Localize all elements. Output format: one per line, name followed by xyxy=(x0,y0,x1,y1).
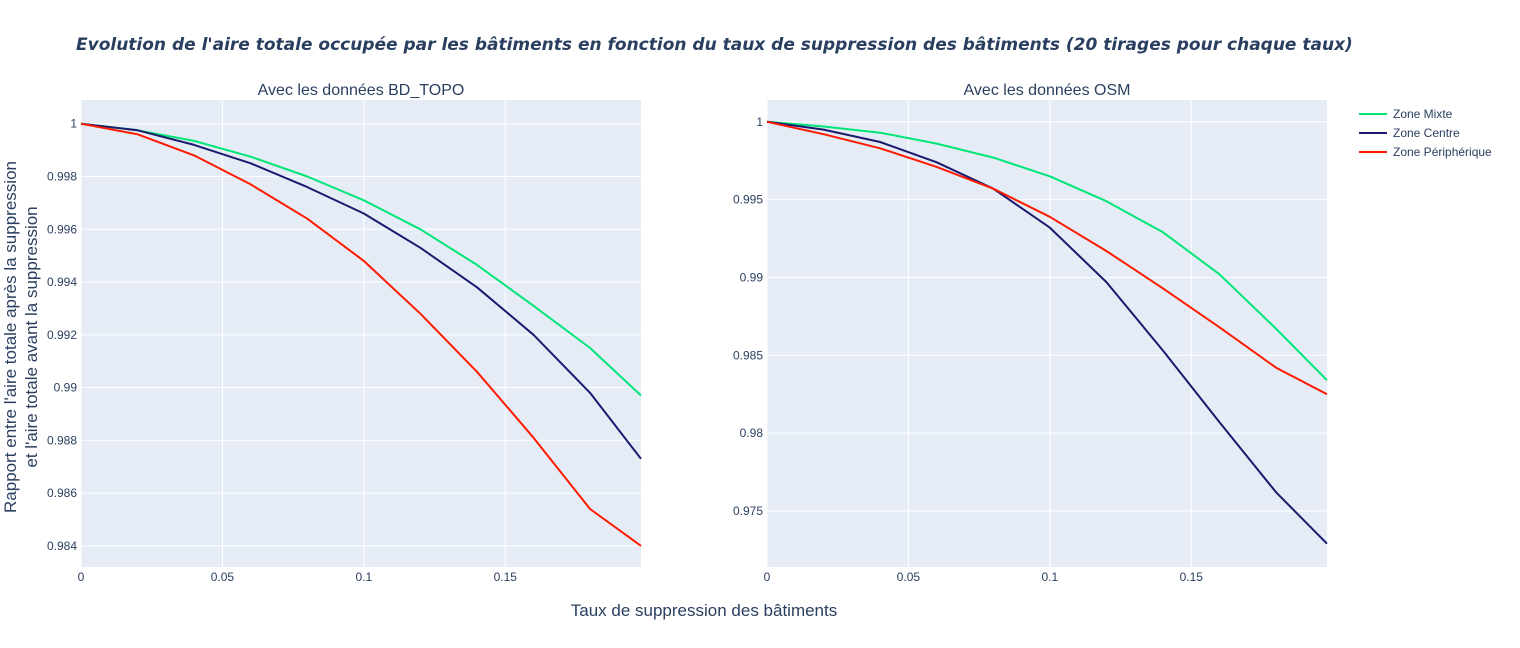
y-tick-label-osm: 0.975 xyxy=(733,504,763,518)
y-tick-label-bd-topo: 0.996 xyxy=(47,222,77,236)
y-tick-label-osm: 0.995 xyxy=(733,193,763,207)
tick-labels-bd-topo: 0 0.05 0.1 0.15 0.984 0.986 0.988 0.99 0.992 0.99… xyxy=(47,117,517,584)
subplot-title-bd-topo: Avec les données BD_TOPO xyxy=(258,82,465,99)
y-tick-label-bd-topo: 0.994 xyxy=(47,275,77,289)
tick-labels-osm: 0 0.05 0.1 0.15 0.975 0.98 0.985 0.99 0.995 1 xyxy=(733,115,1203,584)
y-tick-label-osm: 0.98 xyxy=(740,426,764,440)
y-tick-label-bd-topo: 0.99 xyxy=(54,381,78,395)
x-tick-label-osm: 0.05 xyxy=(897,570,921,584)
x-axis-title: Taux de suppression des bâtiments xyxy=(571,601,838,620)
figure-title: Evolution de l'aire totale occupée par l… xyxy=(76,35,1353,55)
series-line-zone-mixte-bd-topo xyxy=(80,122,642,397)
legend-label-zone-centre: Zone Centre xyxy=(1393,126,1460,140)
y-tick-label-bd-topo: 0.984 xyxy=(47,539,77,553)
x-tick-label-osm: 0 xyxy=(764,570,771,584)
y-tick-label-bd-topo: 0.986 xyxy=(47,486,77,500)
y-tick-label-bd-topo: 0.998 xyxy=(47,170,77,184)
x-tick-label-bd-topo: 0.05 xyxy=(211,570,235,584)
x-tick-label-osm: 0.15 xyxy=(1180,570,1204,584)
y-tick-label-osm: 1 xyxy=(756,115,763,129)
y-tick-label-bd-topo: 0.988 xyxy=(47,433,77,447)
x-tick-label-osm: 0.1 xyxy=(1041,570,1058,584)
plot-area-osm xyxy=(767,100,1327,567)
y-tick-label-osm: 0.99 xyxy=(740,270,764,284)
series-lines-bd-topo xyxy=(80,122,642,547)
series-line-zone-mixte-osm xyxy=(766,120,1328,381)
plot-area-bd-topo xyxy=(81,100,641,567)
legend-label-zone-mixte: Zone Mixte xyxy=(1393,107,1453,121)
subplot-title-osm: Avec les données OSM xyxy=(964,82,1131,99)
x-tick-label-bd-topo: 0.1 xyxy=(355,570,372,584)
gridlines-osm xyxy=(766,100,1327,567)
legend: Zone Mixte Zone Centre Zone Périphérique xyxy=(1359,107,1492,159)
y-tick-label-bd-topo: 1 xyxy=(70,117,77,131)
subplot-bd-topo: 0 0.05 0.1 0.15 0.984 0.986 0.988 0.99 0.992 0.99… xyxy=(47,82,642,584)
series-lines-osm xyxy=(766,120,1328,545)
gridlines-bd-topo xyxy=(80,100,641,567)
series-line-zone-centre-osm xyxy=(766,120,1328,545)
legend-label-zone-peripherique: Zone Périphérique xyxy=(1393,145,1492,159)
y-axis-title-line1: Rapport entre l'aire totale après la sup… xyxy=(1,161,20,513)
x-tick-label-bd-topo: 0.15 xyxy=(494,570,518,584)
y-axis-title-line2: et l'aire totale avant la suppression xyxy=(22,206,41,467)
subplot-osm: 0 0.05 0.1 0.15 0.975 0.98 0.985 0.99 0.995 1 Ave… xyxy=(733,82,1328,584)
series-line-zone-peripherique-bd-topo xyxy=(80,122,642,547)
y-tick-label-osm: 0.985 xyxy=(733,348,763,362)
x-tick-label-bd-topo: 0 xyxy=(78,570,85,584)
y-tick-label-bd-topo: 0.992 xyxy=(47,328,77,342)
series-line-zone-peripherique-osm xyxy=(766,120,1328,396)
series-line-zone-centre-bd-topo xyxy=(80,122,642,460)
